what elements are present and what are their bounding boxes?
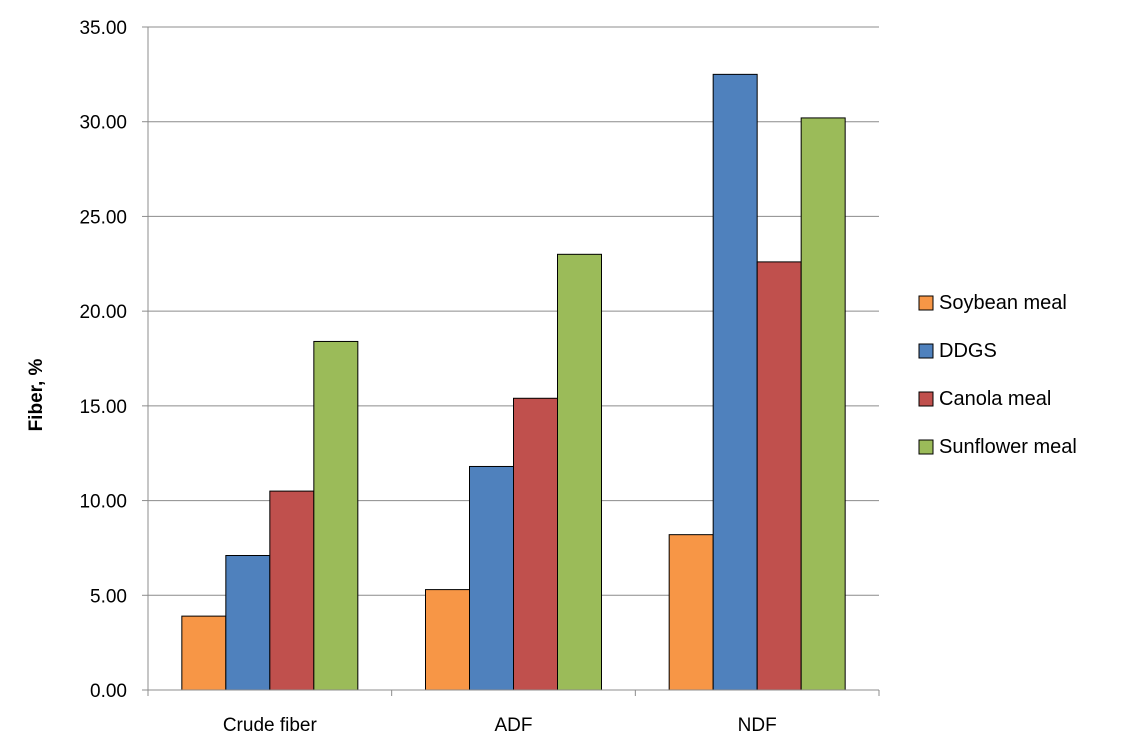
legend-swatch	[918, 295, 934, 311]
y-tick-label: 20.00	[79, 302, 127, 323]
bar	[469, 465, 514, 691]
y-tick-labels: 0.00 5.00 10.00 15.00 20.00 25.00 30.00 35.00	[79, 18, 127, 702]
y-tick-label: 30.00	[79, 113, 127, 134]
legend-label: DDGS	[939, 340, 997, 362]
axes	[142, 26, 880, 696]
bar	[557, 253, 602, 691]
x-category-labels: Crude fiber ADF NDF	[223, 715, 777, 736]
y-tick-label: 25.00	[79, 207, 127, 228]
legend-label: Canola meal	[939, 388, 1051, 410]
y-tick-label: 15.00	[79, 397, 127, 418]
y-tick-label: 5.00	[90, 586, 127, 607]
legend-swatch	[918, 391, 934, 407]
legend: Soybean meal DDGS Canola meal Sunflower mea…	[918, 292, 1077, 458]
y-axis-title: Fiber, %	[26, 358, 47, 431]
bar	[513, 397, 558, 691]
x-category-label: ADF	[495, 715, 533, 736]
bar	[181, 615, 227, 691]
x-category-label: NDF	[738, 715, 777, 736]
bar	[269, 490, 315, 691]
bar	[425, 589, 470, 691]
legend-label: Sunflower meal	[939, 436, 1077, 458]
bars	[181, 73, 846, 691]
bar	[313, 340, 359, 691]
bar	[668, 534, 714, 691]
bar	[712, 73, 758, 691]
bar	[756, 261, 802, 691]
bar	[800, 117, 846, 691]
legend-label: Soybean meal	[939, 292, 1067, 314]
y-tick-label: 0.00	[90, 681, 127, 702]
bar	[225, 555, 271, 691]
y-tick-label: 10.00	[79, 492, 127, 513]
legend-swatch	[918, 439, 934, 455]
legend-swatch	[918, 343, 934, 359]
y-tick-label: 35.00	[79, 18, 127, 39]
x-category-label: Crude fiber	[223, 715, 318, 736]
